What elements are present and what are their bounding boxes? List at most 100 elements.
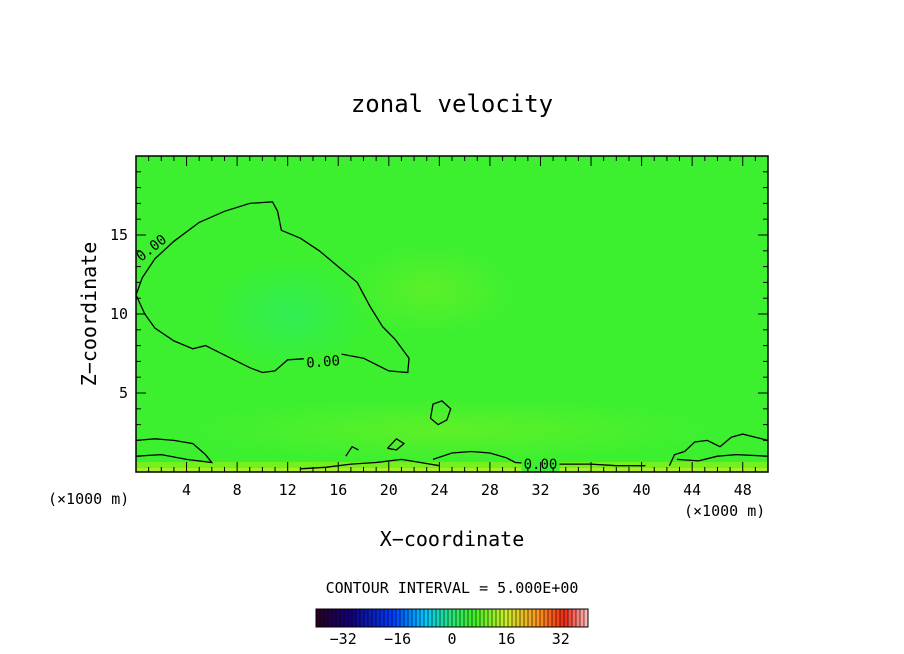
colorbar-cell [348, 609, 353, 627]
colorbar-cell [508, 609, 513, 627]
y-tick-label: 10 [110, 305, 128, 323]
y-tick-label: 5 [119, 384, 128, 402]
colorbar-cell [324, 609, 329, 627]
colorbar-cell [396, 609, 401, 627]
contour-label: 0.00 [306, 353, 341, 371]
colorbar-cell [440, 609, 445, 627]
colorbar-frame [315, 608, 589, 628]
x-tick-label: 16 [329, 481, 347, 499]
x-tick-label: 24 [430, 481, 448, 499]
colorbar-cell [488, 609, 493, 627]
plot-field: 0.000.000.00 [136, 156, 768, 472]
colorbar-cell [516, 609, 521, 627]
colorbar-cell [400, 609, 405, 627]
contour-line [136, 438, 214, 464]
colorbar-cell [344, 609, 349, 627]
contour-label-mask [136, 228, 171, 265]
contour-interval-note: CONTOUR INTERVAL = 5.000E+00 [326, 579, 579, 597]
contour-line [432, 450, 646, 467]
x-tick-label: 36 [582, 481, 600, 499]
colorbar-cell [316, 609, 321, 627]
chart-title: zonal velocity [351, 90, 553, 118]
contour-line [345, 445, 359, 457]
warm-region-upper [345, 245, 515, 335]
colorbar-tick-label: 32 [552, 630, 570, 648]
colorbar-cell [540, 609, 545, 627]
x-tick-label: 4 [182, 481, 191, 499]
colorbar-cell [504, 609, 509, 627]
warm-region-lower [190, 398, 710, 462]
x-axis-label: X−coordinate [380, 527, 525, 551]
x-tick-label: 40 [633, 481, 651, 499]
x-tick-label: 32 [531, 481, 549, 499]
x-tick-label: 8 [233, 481, 242, 499]
colorbar-cell [372, 609, 377, 627]
colorbar-cell [468, 609, 473, 627]
x-tick-label: 20 [380, 481, 398, 499]
colorbar [315, 608, 589, 628]
colorbar-cell [436, 609, 441, 627]
colorbar-cell [520, 609, 525, 627]
colorbar-cell [332, 609, 337, 627]
colorbar-cell [548, 609, 553, 627]
colorbar-cell [404, 609, 409, 627]
contour-line [136, 201, 410, 374]
contour-line [429, 400, 452, 426]
colorbar-cell [368, 609, 373, 627]
colorbar-cell [336, 609, 341, 627]
colorbar-cell [544, 609, 549, 627]
colorbar-cell [356, 609, 361, 627]
colorbar-cell [512, 609, 517, 627]
colorbar-cell [480, 609, 485, 627]
colorbar-cell [424, 609, 429, 627]
colorbar-tick-label: 0 [447, 630, 456, 648]
colorbar-cell [464, 609, 469, 627]
colorbar-cell [360, 609, 365, 627]
colorbar-cell [472, 609, 477, 627]
x-unit-label-right: (×1000 m) [684, 502, 765, 520]
colorbar-cell [352, 609, 357, 627]
y-axis-label: Z−coordinate [77, 242, 101, 387]
x-tick-label: 12 [279, 481, 297, 499]
colorbar-cell [552, 609, 557, 627]
colorbar-cell [500, 609, 505, 627]
colorbar-cell [528, 609, 533, 627]
colorbar-cell [340, 609, 345, 627]
colorbar-cell [388, 609, 393, 627]
colorbar-cell [392, 609, 397, 627]
colorbar-tick-label: 16 [497, 630, 515, 648]
colorbar-cell [408, 609, 413, 627]
colorbar-cell [476, 609, 481, 627]
colorbar-cell [576, 609, 581, 627]
colorbar-cell [584, 609, 589, 627]
contour-line [668, 433, 768, 466]
contour-label-group: 0.00 [303, 351, 343, 372]
colorbar-cell [444, 609, 449, 627]
colorbar-cell [364, 609, 369, 627]
x-tick-label: 48 [734, 481, 752, 499]
colorbar-cell [460, 609, 465, 627]
contour-line [676, 453, 768, 462]
x-unit-label-left: (×1000 m) [48, 490, 129, 508]
colorbar-cell [412, 609, 417, 627]
contour-line [387, 437, 406, 451]
colorbar-cell [560, 609, 565, 627]
x-tick-label: 44 [683, 481, 701, 499]
colorbar-cell [492, 609, 497, 627]
colorbar-cell [428, 609, 433, 627]
colorbar-tick-labels: −32 −16 0 16 32 [330, 630, 570, 648]
colorbar-cell [580, 609, 585, 627]
y-tick-label: 15 [110, 226, 128, 244]
colorbar-tick-label: −16 [384, 630, 411, 648]
colorbar-cell [320, 609, 325, 627]
colorbar-cell [448, 609, 453, 627]
x-tick-label: 28 [481, 481, 499, 499]
colorbar-cell [456, 609, 461, 627]
colorbar-cell [484, 609, 489, 627]
colorbar-cell [496, 609, 501, 627]
contour-label-mask [303, 351, 343, 370]
colorbar-cell [376, 609, 381, 627]
colorbar-cell [420, 609, 425, 627]
